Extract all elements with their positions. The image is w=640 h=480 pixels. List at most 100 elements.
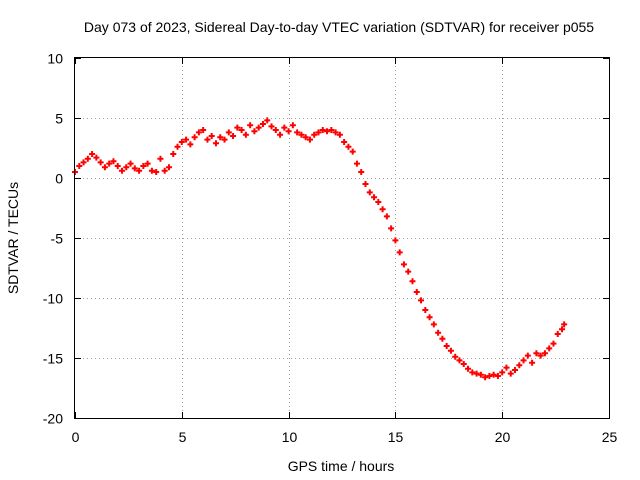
data-point	[101, 164, 108, 171]
data-point	[153, 169, 160, 175]
data-point	[89, 151, 96, 157]
data-point	[118, 167, 125, 174]
data-point	[221, 136, 228, 143]
data-point	[358, 169, 365, 175]
data-point	[268, 123, 275, 130]
data-point	[165, 164, 172, 171]
data-point	[353, 160, 360, 167]
data-point	[443, 343, 450, 349]
data-point	[76, 163, 83, 169]
data-point	[161, 167, 168, 174]
data-point	[238, 127, 245, 133]
data-point	[533, 350, 540, 357]
data-point	[383, 213, 390, 220]
data-point	[396, 249, 403, 256]
data-point	[187, 141, 194, 148]
data-point	[341, 139, 348, 145]
data-point	[242, 131, 249, 138]
data-point	[524, 352, 531, 359]
data-point	[84, 155, 91, 162]
data-point	[225, 129, 232, 136]
data-point	[298, 131, 305, 138]
data-point	[311, 131, 318, 138]
data-point	[174, 143, 181, 150]
data-point	[477, 371, 484, 378]
data-point	[507, 370, 514, 377]
data-point	[319, 127, 326, 133]
data-point	[541, 350, 548, 357]
data-point	[302, 134, 309, 141]
data-point	[482, 374, 489, 381]
data-point	[294, 129, 301, 136]
data-point	[379, 206, 386, 213]
data-point	[537, 352, 544, 359]
y-tick-label: 10	[47, 51, 63, 67]
data-point	[204, 136, 211, 143]
data-point	[234, 124, 241, 131]
data-point	[413, 289, 420, 295]
data-point	[285, 128, 292, 135]
y-tick-label: 5	[55, 111, 63, 127]
y-tick-label: -10	[43, 291, 63, 307]
data-point	[247, 122, 254, 129]
data-point	[371, 194, 378, 201]
data-point	[259, 121, 266, 127]
chart-title: Day 073 of 2023, Sidereal Day-to-day VTE…	[84, 19, 594, 35]
data-point	[516, 362, 523, 369]
data-point	[405, 268, 412, 275]
data-point	[465, 365, 472, 372]
x-tick-label: 20	[495, 429, 511, 445]
data-point	[456, 357, 463, 364]
x-tick-label: 10	[282, 429, 298, 445]
data-point	[554, 331, 561, 337]
data-point	[486, 373, 493, 379]
data-point	[208, 133, 215, 139]
data-point	[212, 140, 219, 147]
data-point	[460, 361, 467, 367]
y-tick-labels: -20 -15 -10 -5 0 5 10	[43, 51, 63, 427]
x-tick-label: 5	[179, 429, 187, 445]
data-point	[375, 199, 382, 205]
data-point	[281, 124, 288, 131]
data-point	[439, 335, 446, 342]
data-point	[110, 158, 117, 165]
data-point	[97, 159, 104, 166]
y-tick-label: -20	[43, 411, 63, 427]
data-point	[136, 167, 143, 174]
y-tick-label: 0	[55, 171, 63, 187]
x-tick-label: 25	[602, 429, 618, 445]
data-point	[170, 151, 177, 157]
data-point	[289, 122, 296, 129]
data-point	[388, 225, 395, 232]
data-point	[106, 160, 113, 167]
data-point	[251, 128, 258, 135]
data-point	[144, 160, 151, 167]
data-point	[178, 139, 185, 145]
axis-ticks	[75, 58, 610, 419]
data-point	[272, 127, 279, 133]
data-point	[230, 133, 237, 139]
data-point	[503, 364, 510, 371]
data-point	[499, 369, 506, 376]
data-point	[400, 261, 407, 268]
data-point	[366, 189, 373, 196]
data-point	[157, 155, 164, 162]
data-point	[140, 163, 147, 169]
x-tick-labels: 0 5 10 15 20 25	[72, 429, 618, 445]
data-point	[469, 369, 476, 376]
data-points	[72, 117, 568, 381]
data-point	[324, 128, 331, 135]
data-point	[435, 329, 442, 336]
data-point	[349, 148, 356, 155]
data-point	[80, 159, 87, 166]
data-point	[409, 278, 416, 285]
data-point	[195, 129, 202, 136]
data-point	[426, 314, 433, 321]
x-axis-label: GPS time / hours	[288, 458, 395, 474]
data-point	[529, 359, 536, 366]
data-point	[123, 164, 130, 171]
data-point	[217, 134, 224, 141]
data-point	[422, 307, 429, 313]
data-point	[561, 321, 568, 328]
